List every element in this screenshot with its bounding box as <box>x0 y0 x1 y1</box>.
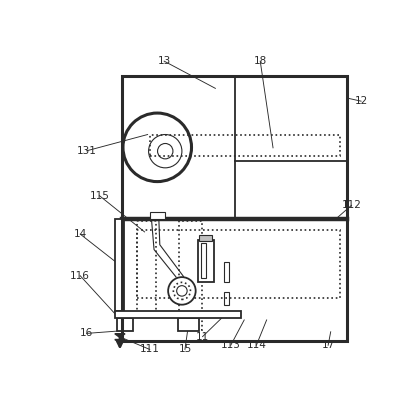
Bar <box>122 76 346 342</box>
Bar <box>149 212 164 219</box>
Bar <box>197 240 213 282</box>
Bar <box>116 318 133 331</box>
Bar <box>200 243 206 278</box>
Bar <box>115 219 124 311</box>
Bar <box>137 221 156 317</box>
Text: 18: 18 <box>253 56 266 66</box>
Bar <box>137 230 339 297</box>
Text: 12: 12 <box>354 96 367 106</box>
Text: 13: 13 <box>157 56 170 66</box>
Bar <box>224 262 229 282</box>
Text: 113: 113 <box>220 340 240 350</box>
Bar <box>224 292 229 305</box>
Text: 114: 114 <box>246 340 266 350</box>
Polygon shape <box>114 339 125 343</box>
Text: 14: 14 <box>74 229 87 239</box>
Bar <box>150 135 339 156</box>
Text: 112: 112 <box>341 200 361 210</box>
Text: 131: 131 <box>76 146 96 156</box>
Bar <box>115 311 240 318</box>
Text: 115: 115 <box>89 191 109 201</box>
Text: 15: 15 <box>178 344 191 354</box>
Text: 16: 16 <box>80 328 93 338</box>
Text: 17: 17 <box>321 340 334 350</box>
Bar <box>178 221 201 330</box>
Bar <box>199 235 212 241</box>
Polygon shape <box>114 334 125 337</box>
Text: 111: 111 <box>140 344 159 354</box>
Text: 116: 116 <box>70 271 90 281</box>
Circle shape <box>168 277 195 305</box>
Bar <box>177 318 199 331</box>
Text: 11: 11 <box>195 332 209 342</box>
